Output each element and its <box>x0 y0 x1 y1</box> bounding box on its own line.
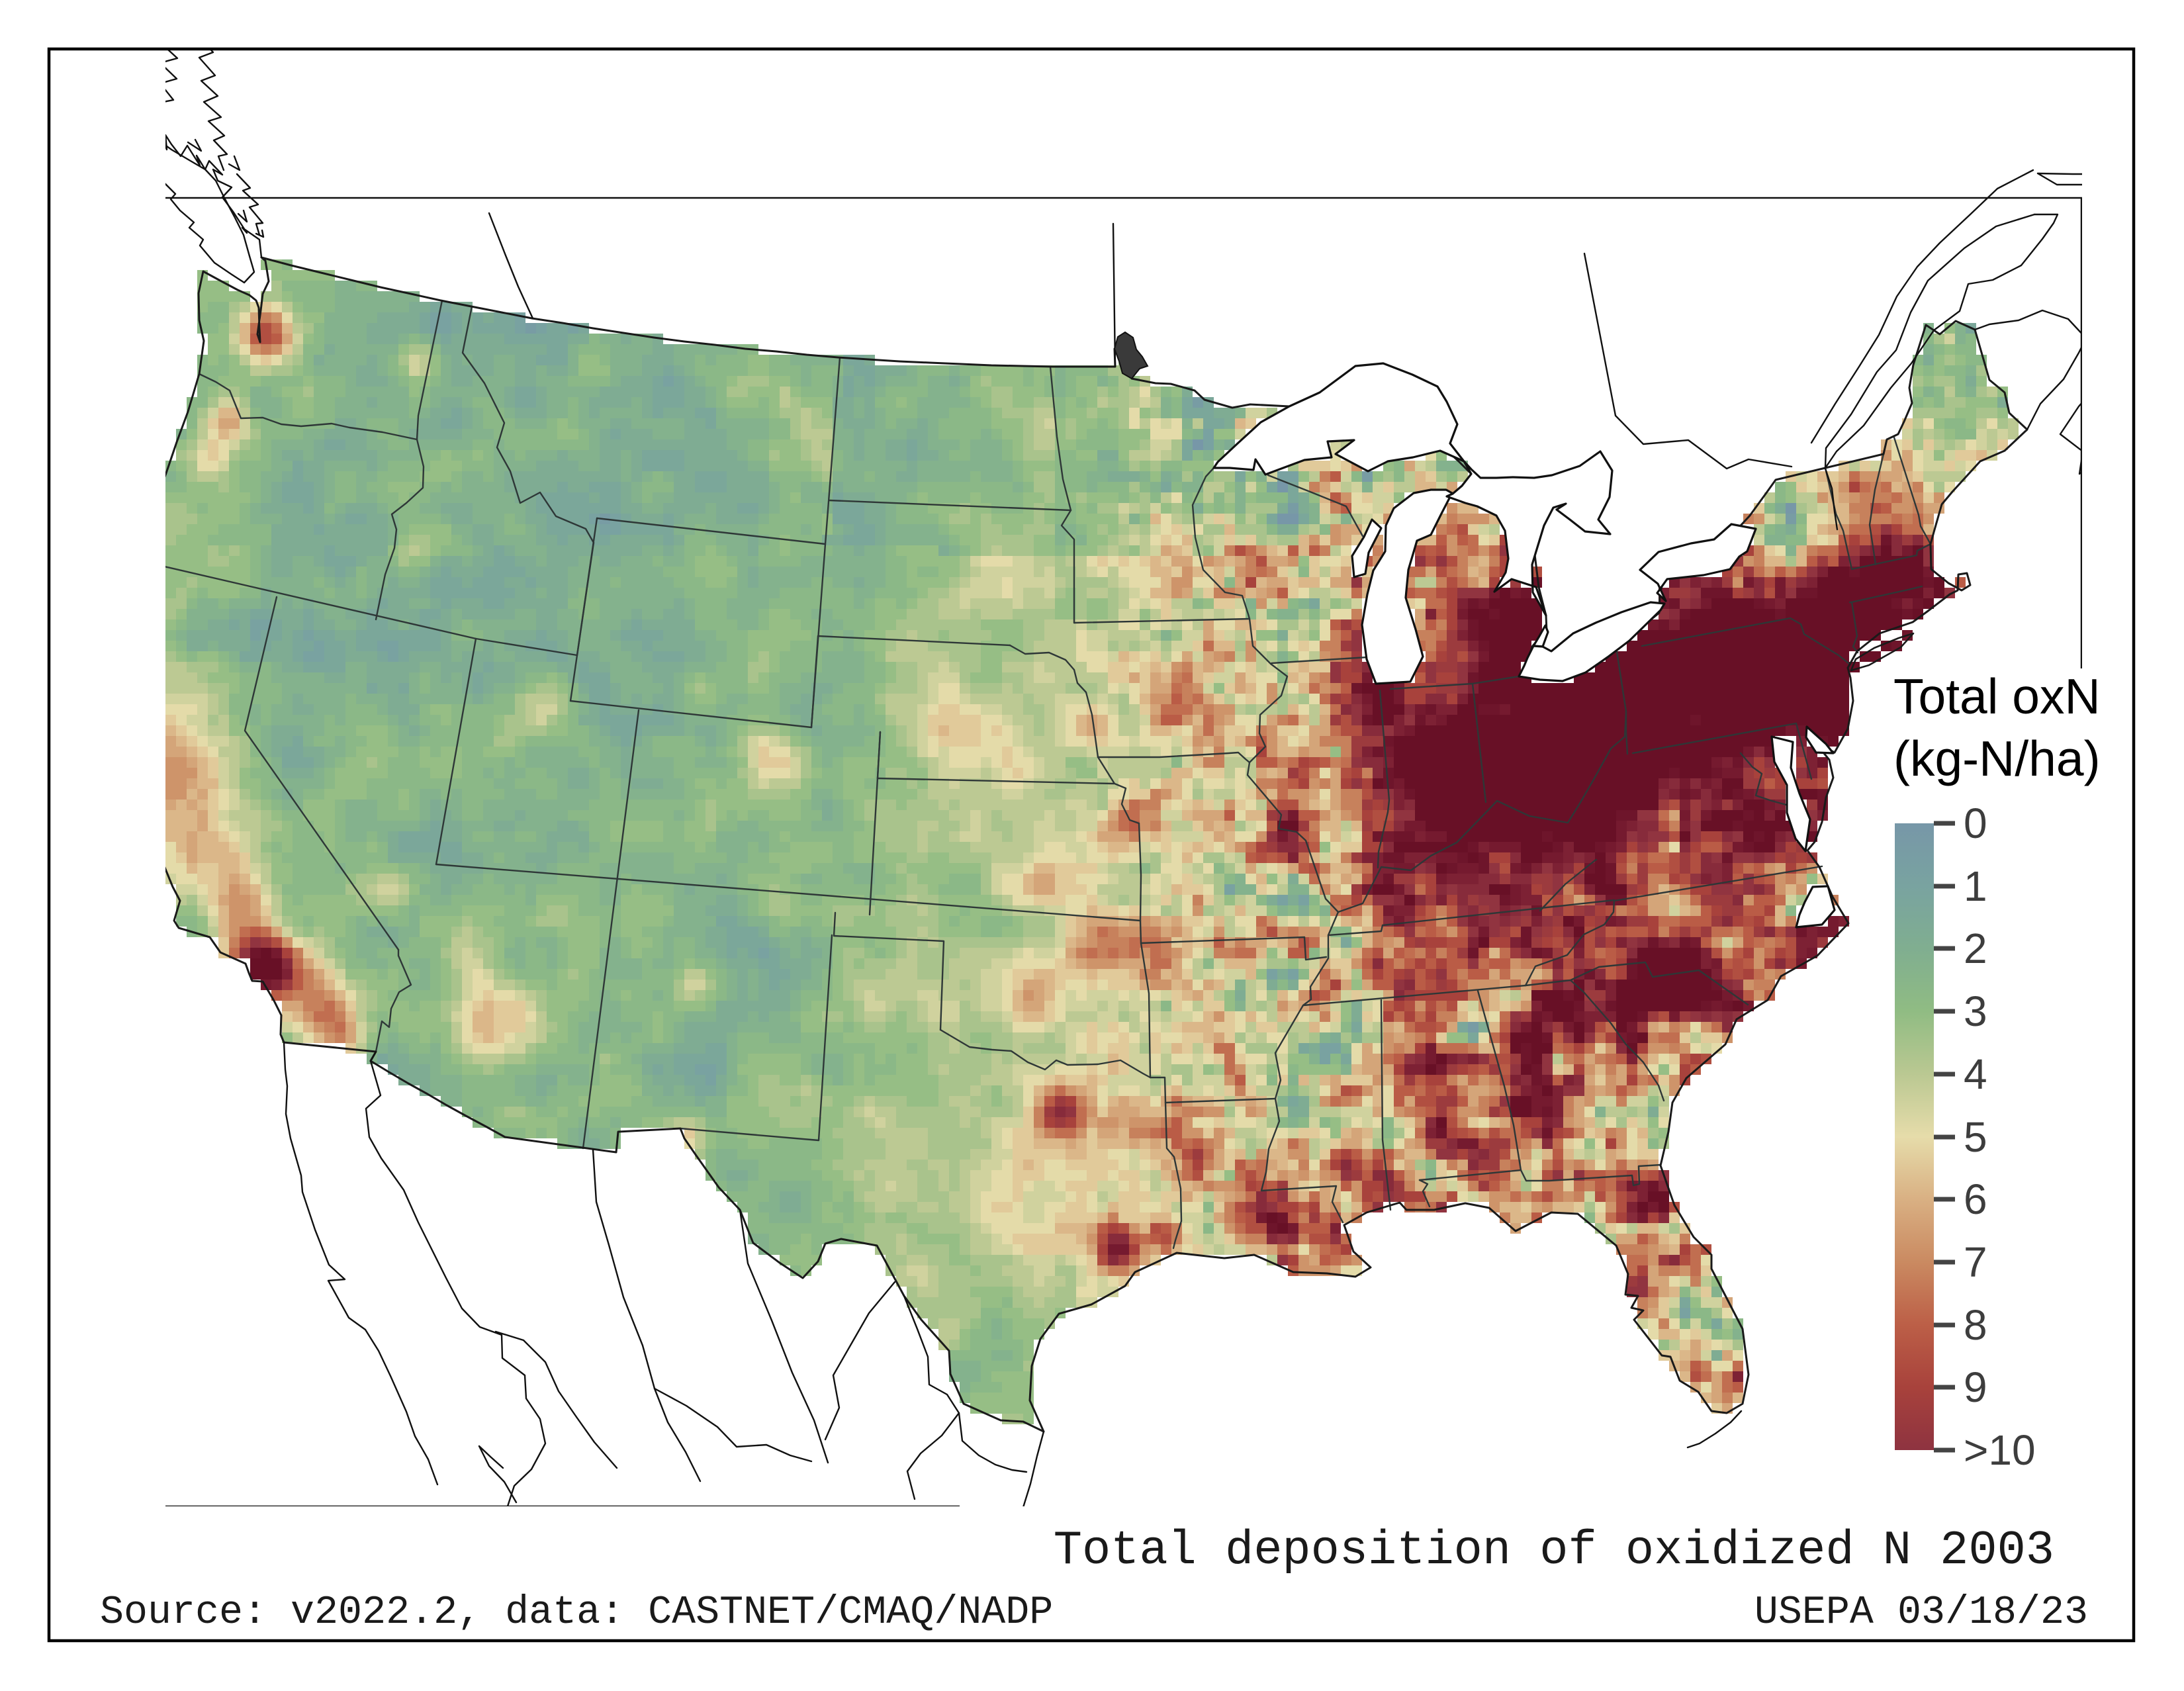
svg-text:4: 4 <box>1964 1050 1987 1098</box>
svg-text:6: 6 <box>1964 1175 1987 1223</box>
svg-text:Source: v2022.2, data: CASTNET: Source: v2022.2, data: CASTNET/CMAQ/NADP <box>100 1590 1053 1635</box>
svg-text:2: 2 <box>1964 925 1987 972</box>
svg-text:Total deposition of oxidized N: Total deposition of oxidized N 2003 <box>1054 1524 2054 1578</box>
svg-text:8: 8 <box>1964 1301 1987 1349</box>
svg-text:(kg-N/ha): (kg-N/ha) <box>1893 731 2101 786</box>
svg-text:7: 7 <box>1964 1238 1987 1286</box>
svg-text:USEPA 03/18/23: USEPA 03/18/23 <box>1754 1590 2088 1635</box>
svg-text:Total oxN: Total oxN <box>1893 668 2101 724</box>
svg-text:0: 0 <box>1964 800 1987 847</box>
svg-text:>10: >10 <box>1964 1426 2036 1474</box>
svg-text:3: 3 <box>1964 987 1987 1035</box>
svg-text:9: 9 <box>1964 1363 1987 1411</box>
svg-text:5: 5 <box>1964 1113 1987 1161</box>
svg-text:1: 1 <box>1964 862 1987 910</box>
